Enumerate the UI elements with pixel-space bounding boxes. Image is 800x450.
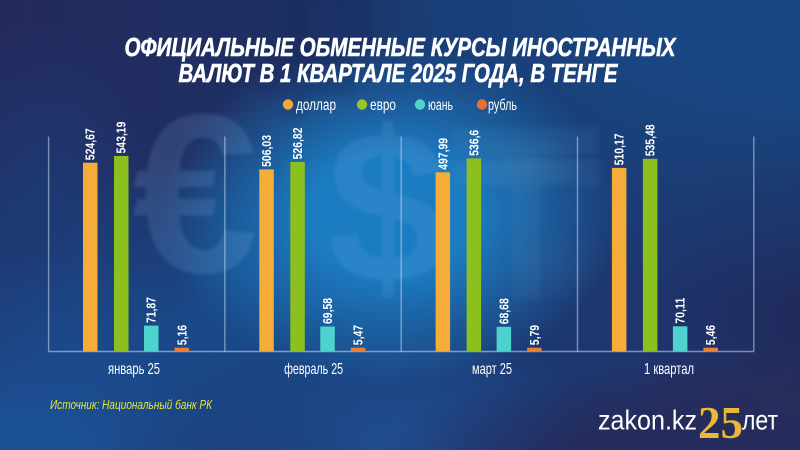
svg-text:5,16: 5,16 [174, 325, 189, 345]
svg-text:5,46: 5,46 [703, 325, 718, 345]
svg-text:526,82: 526,82 [290, 128, 305, 160]
svg-text:ОФИЦИАЛЬНЫЕ ОБМЕННЫЕ КУРСЫ ИНО: ОФИЦИАЛЬНЫЕ ОБМЕННЫЕ КУРСЫ ИНОСТРАННЫХ [125, 32, 677, 62]
svg-text:доллар: доллар [296, 97, 336, 114]
svg-text:71,87: 71,87 [144, 297, 159, 323]
svg-text:1 квартал: 1 квартал [644, 361, 694, 378]
svg-text:510,17: 510,17 [612, 133, 627, 165]
svg-text:543,19: 543,19 [114, 122, 129, 154]
svg-text:68,68: 68,68 [496, 298, 511, 324]
svg-text:25: 25 [698, 397, 743, 448]
svg-text:536,6: 536,6 [466, 130, 481, 156]
svg-text:февраль 25: февраль 25 [284, 361, 343, 378]
svg-text:70,11: 70,11 [673, 298, 688, 324]
svg-text:5,79: 5,79 [527, 325, 542, 345]
svg-text:5,47: 5,47 [351, 325, 366, 345]
svg-text:ВАЛЮТ В 1 КВАРТАЛЕ 2025 ГОДА,: ВАЛЮТ В 1 КВАРТАЛЕ 2025 ГОДА, В ТЕНГЕ [179, 58, 619, 88]
svg-text:535,48: 535,48 [643, 124, 658, 156]
svg-text:рубль: рубль [488, 97, 517, 114]
svg-text:март 25: март 25 [472, 361, 512, 378]
svg-text:497,99: 497,99 [435, 138, 450, 170]
svg-text:506,03: 506,03 [259, 135, 274, 167]
svg-text:январь 25: январь 25 [108, 361, 160, 378]
svg-text:zakon.kz: zakon.kz [598, 405, 697, 436]
svg-text:лет: лет [742, 405, 778, 436]
svg-text:524,67: 524,67 [83, 128, 98, 160]
svg-text:евро: евро [370, 97, 396, 114]
svg-text:Источник: Национальный банк РК: Источник: Национальный банк РК [50, 398, 213, 412]
svg-text:69,58: 69,58 [320, 298, 335, 324]
svg-text:юань: юань [428, 97, 453, 114]
